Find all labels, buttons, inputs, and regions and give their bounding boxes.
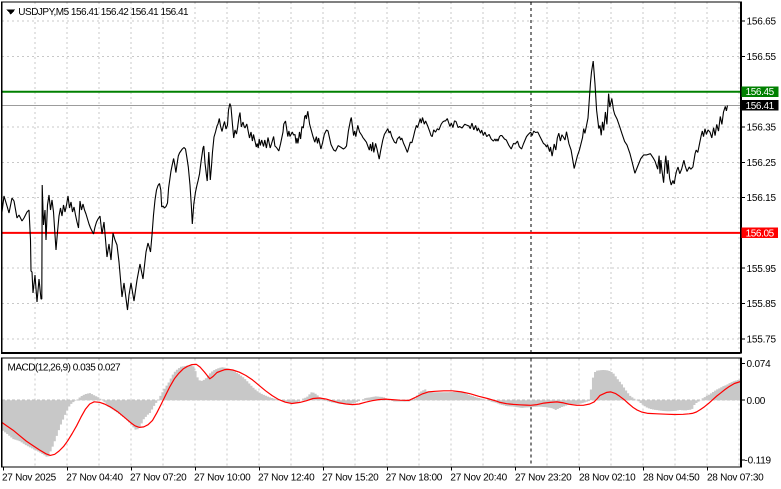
svg-text:MACD(12,26,9) 0.035 0.027: MACD(12,26,9) 0.035 0.027 xyxy=(8,362,122,373)
svg-text:USDJPY,M5 156.41 156.42 156.4: USDJPY,M5 156.41 156.42 156.41 156.41 xyxy=(18,7,189,18)
svg-text:156.15: 156.15 xyxy=(747,193,777,204)
svg-text:156.41: 156.41 xyxy=(746,101,775,112)
svg-text:27 Nov 20:40: 27 Nov 20:40 xyxy=(450,473,507,484)
svg-text:155.85: 155.85 xyxy=(747,299,777,310)
svg-text:27 Nov 2025: 27 Nov 2025 xyxy=(2,473,57,484)
svg-text:28 Nov 04:50: 28 Nov 04:50 xyxy=(643,473,700,484)
svg-text:-0.119: -0.119 xyxy=(745,456,772,467)
svg-text:27 Nov 15:20: 27 Nov 15:20 xyxy=(322,473,379,484)
svg-text:0.00: 0.00 xyxy=(747,396,766,407)
svg-text:155.75: 155.75 xyxy=(747,334,777,345)
svg-text:155.95: 155.95 xyxy=(747,264,777,275)
svg-text:156.05: 156.05 xyxy=(746,228,775,239)
svg-text:28 Nov 07:30: 28 Nov 07:30 xyxy=(707,473,764,484)
svg-text:156.55: 156.55 xyxy=(747,52,777,63)
svg-text:156.65: 156.65 xyxy=(747,17,777,28)
svg-text:156.35: 156.35 xyxy=(747,123,777,134)
svg-text:27 Nov 07:20: 27 Nov 07:20 xyxy=(130,473,187,484)
svg-text:27 Nov 12:40: 27 Nov 12:40 xyxy=(258,473,315,484)
svg-text:156.25: 156.25 xyxy=(747,158,777,169)
svg-text:27 Nov 10:00: 27 Nov 10:00 xyxy=(194,473,251,484)
svg-text:27 Nov 04:40: 27 Nov 04:40 xyxy=(66,473,123,484)
svg-text:28 Nov 02:10: 28 Nov 02:10 xyxy=(579,473,636,484)
svg-text:27 Nov 18:00: 27 Nov 18:00 xyxy=(386,473,443,484)
svg-text:27 Nov 23:20: 27 Nov 23:20 xyxy=(515,473,572,484)
svg-text:156.45: 156.45 xyxy=(746,87,775,98)
svg-text:0.074: 0.074 xyxy=(747,359,772,370)
